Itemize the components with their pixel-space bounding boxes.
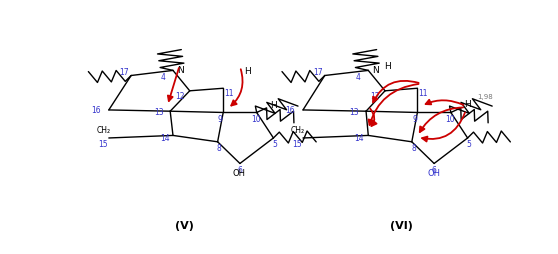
Text: 5: 5	[272, 139, 277, 149]
Text: 11: 11	[224, 89, 234, 98]
Text: 16: 16	[285, 105, 295, 115]
Text: (VI): (VI)	[391, 220, 413, 230]
Text: OH: OH	[232, 168, 246, 177]
Text: 10: 10	[251, 115, 261, 124]
Text: CH₂: CH₂	[290, 125, 305, 134]
Text: 16: 16	[91, 105, 101, 115]
Text: 15: 15	[292, 139, 302, 148]
Text: 17: 17	[313, 68, 323, 77]
Text: OH: OH	[427, 168, 441, 177]
Text: H: H	[270, 100, 277, 109]
Text: 14: 14	[160, 134, 170, 143]
Text: H: H	[384, 61, 391, 71]
Text: (V): (V)	[175, 220, 194, 230]
Text: 10: 10	[445, 115, 455, 124]
Text: H: H	[244, 67, 251, 76]
Text: 6: 6	[432, 165, 436, 174]
Text: H: H	[464, 100, 471, 109]
Text: 13: 13	[154, 108, 164, 117]
Text: 6: 6	[238, 165, 242, 174]
Text: 14: 14	[354, 134, 364, 143]
Text: CH₂: CH₂	[96, 125, 110, 134]
Text: 17: 17	[119, 68, 129, 77]
Text: N: N	[372, 65, 379, 74]
Text: 15: 15	[98, 139, 108, 148]
Text: 12: 12	[175, 91, 185, 101]
Text: 4: 4	[161, 72, 165, 81]
Text: 11: 11	[418, 89, 428, 98]
Text: 8: 8	[217, 143, 222, 152]
Text: 8: 8	[412, 143, 416, 152]
Text: 9: 9	[413, 115, 417, 124]
Text: N: N	[177, 65, 184, 74]
Text: 13: 13	[349, 108, 359, 117]
Text: 1,98: 1,98	[478, 93, 493, 100]
Text: 5: 5	[466, 139, 471, 149]
Text: 9: 9	[218, 115, 223, 124]
Text: 12: 12	[370, 91, 380, 101]
Text: 4: 4	[356, 72, 360, 81]
